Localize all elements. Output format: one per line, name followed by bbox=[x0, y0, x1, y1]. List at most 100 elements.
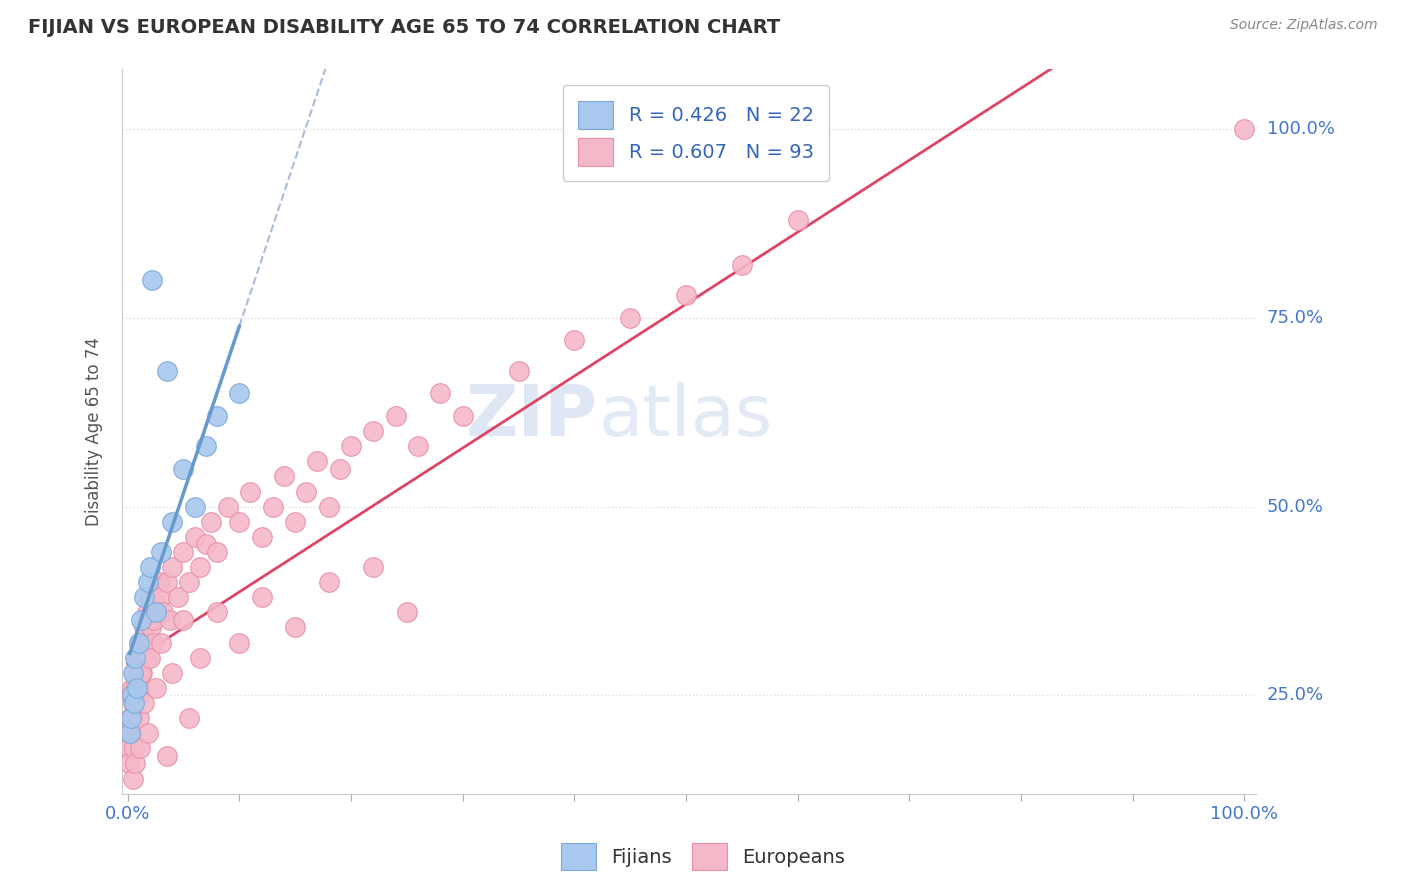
Point bbox=[363, 424, 385, 438]
Point bbox=[172, 545, 194, 559]
Point bbox=[148, 575, 170, 590]
Point bbox=[156, 748, 179, 763]
Point bbox=[125, 681, 148, 695]
Point bbox=[429, 386, 451, 401]
Y-axis label: Disability Age 65 to 74: Disability Age 65 to 74 bbox=[86, 336, 103, 525]
Point bbox=[188, 560, 211, 574]
Point bbox=[118, 741, 141, 756]
Point bbox=[139, 650, 162, 665]
Point bbox=[134, 696, 156, 710]
Point bbox=[239, 484, 262, 499]
Point bbox=[152, 606, 174, 620]
Point bbox=[134, 620, 156, 634]
Point bbox=[564, 334, 586, 348]
Point bbox=[129, 650, 152, 665]
Text: FIJIAN VS EUROPEAN DISABILITY AGE 65 TO 74 CORRELATION CHART: FIJIAN VS EUROPEAN DISABILITY AGE 65 TO … bbox=[28, 18, 780, 37]
Point bbox=[121, 711, 143, 725]
Point bbox=[142, 635, 165, 649]
Point bbox=[329, 462, 352, 476]
Point bbox=[121, 681, 143, 695]
Point bbox=[128, 635, 150, 649]
Point bbox=[120, 726, 142, 740]
Point bbox=[120, 689, 142, 703]
Point bbox=[120, 711, 142, 725]
Point bbox=[188, 650, 211, 665]
Text: atlas: atlas bbox=[598, 382, 772, 451]
Point bbox=[284, 515, 307, 529]
Point bbox=[139, 560, 162, 574]
Point bbox=[395, 606, 418, 620]
Point bbox=[406, 439, 429, 453]
Point bbox=[136, 726, 159, 740]
Point bbox=[172, 613, 194, 627]
Point bbox=[121, 689, 143, 703]
Point bbox=[138, 613, 160, 627]
Point bbox=[150, 591, 173, 605]
Point bbox=[250, 591, 273, 605]
Point bbox=[619, 310, 641, 325]
Point bbox=[124, 681, 146, 695]
Point bbox=[156, 364, 179, 378]
Point bbox=[363, 560, 385, 574]
Point bbox=[318, 575, 340, 590]
Point bbox=[141, 273, 163, 287]
Point bbox=[205, 409, 228, 423]
Point bbox=[128, 635, 150, 649]
Point bbox=[124, 665, 146, 680]
Point bbox=[183, 500, 205, 514]
Point bbox=[125, 689, 148, 703]
Point bbox=[451, 409, 474, 423]
Point bbox=[205, 545, 228, 559]
Point bbox=[143, 613, 166, 627]
Point bbox=[250, 530, 273, 544]
Point bbox=[228, 515, 250, 529]
Point bbox=[177, 711, 200, 725]
Text: 25.0%: 25.0% bbox=[1267, 687, 1324, 705]
Point bbox=[194, 439, 217, 453]
Point bbox=[136, 575, 159, 590]
Point bbox=[118, 756, 141, 771]
Point bbox=[162, 560, 184, 574]
Point bbox=[125, 650, 148, 665]
Point bbox=[228, 635, 250, 649]
Point bbox=[127, 665, 149, 680]
Point bbox=[136, 635, 159, 649]
Point bbox=[145, 606, 167, 620]
Point bbox=[228, 386, 250, 401]
Point bbox=[124, 741, 146, 756]
Point bbox=[145, 598, 167, 612]
Point bbox=[162, 515, 184, 529]
Text: 50.0%: 50.0% bbox=[1267, 498, 1323, 516]
Point bbox=[150, 635, 173, 649]
Point bbox=[129, 665, 152, 680]
Text: 100.0%: 100.0% bbox=[1267, 120, 1334, 138]
Point bbox=[295, 484, 318, 499]
Point bbox=[167, 591, 190, 605]
Point bbox=[118, 711, 141, 725]
Point bbox=[262, 500, 284, 514]
Point bbox=[139, 591, 162, 605]
Point bbox=[141, 606, 163, 620]
Point bbox=[162, 665, 184, 680]
Point bbox=[172, 462, 194, 476]
Point bbox=[135, 606, 157, 620]
Point bbox=[273, 469, 295, 483]
Point bbox=[122, 696, 145, 710]
Point bbox=[384, 409, 406, 423]
Point bbox=[124, 756, 146, 771]
Point bbox=[156, 575, 179, 590]
Point bbox=[118, 726, 141, 740]
Point bbox=[194, 537, 217, 551]
Point bbox=[786, 212, 808, 227]
Point bbox=[134, 591, 156, 605]
Point bbox=[134, 650, 156, 665]
Point bbox=[340, 439, 363, 453]
Point bbox=[124, 696, 146, 710]
Point bbox=[284, 620, 307, 634]
Point bbox=[122, 665, 145, 680]
Legend: R = 0.426   N = 22, R = 0.607   N = 93: R = 0.426 N = 22, R = 0.607 N = 93 bbox=[562, 86, 830, 181]
Point bbox=[128, 711, 150, 725]
Point bbox=[731, 258, 754, 272]
Text: 75.0%: 75.0% bbox=[1267, 309, 1324, 326]
Point bbox=[183, 530, 205, 544]
